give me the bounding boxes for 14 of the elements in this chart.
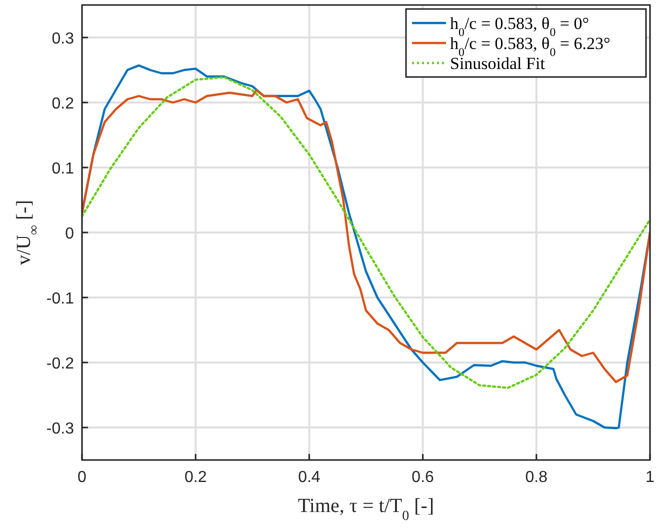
y-tick-label: 0.3	[52, 30, 74, 48]
y-tick-label: 0	[65, 226, 74, 242]
x-tick-label: 0.6	[412, 469, 434, 486]
y-tick-label: -0.1	[46, 290, 74, 308]
x-tick-label: 0.2	[184, 469, 207, 486]
y-tick-label: -0.2	[46, 356, 74, 372]
y-tick-label: 0.2	[52, 96, 74, 112]
x-tick-label: 0	[78, 469, 87, 486]
x-axis-title: Time, τ = t/T$_{0}$ [-]	[298, 495, 434, 524]
x-tick-label: 0.8	[525, 469, 548, 486]
x-tick-label: 0.4	[298, 469, 320, 486]
y-tick-label: -0.3	[46, 420, 74, 438]
y-tick-label: 0.1	[52, 160, 74, 178]
x-tick-label: 1	[646, 469, 655, 486]
